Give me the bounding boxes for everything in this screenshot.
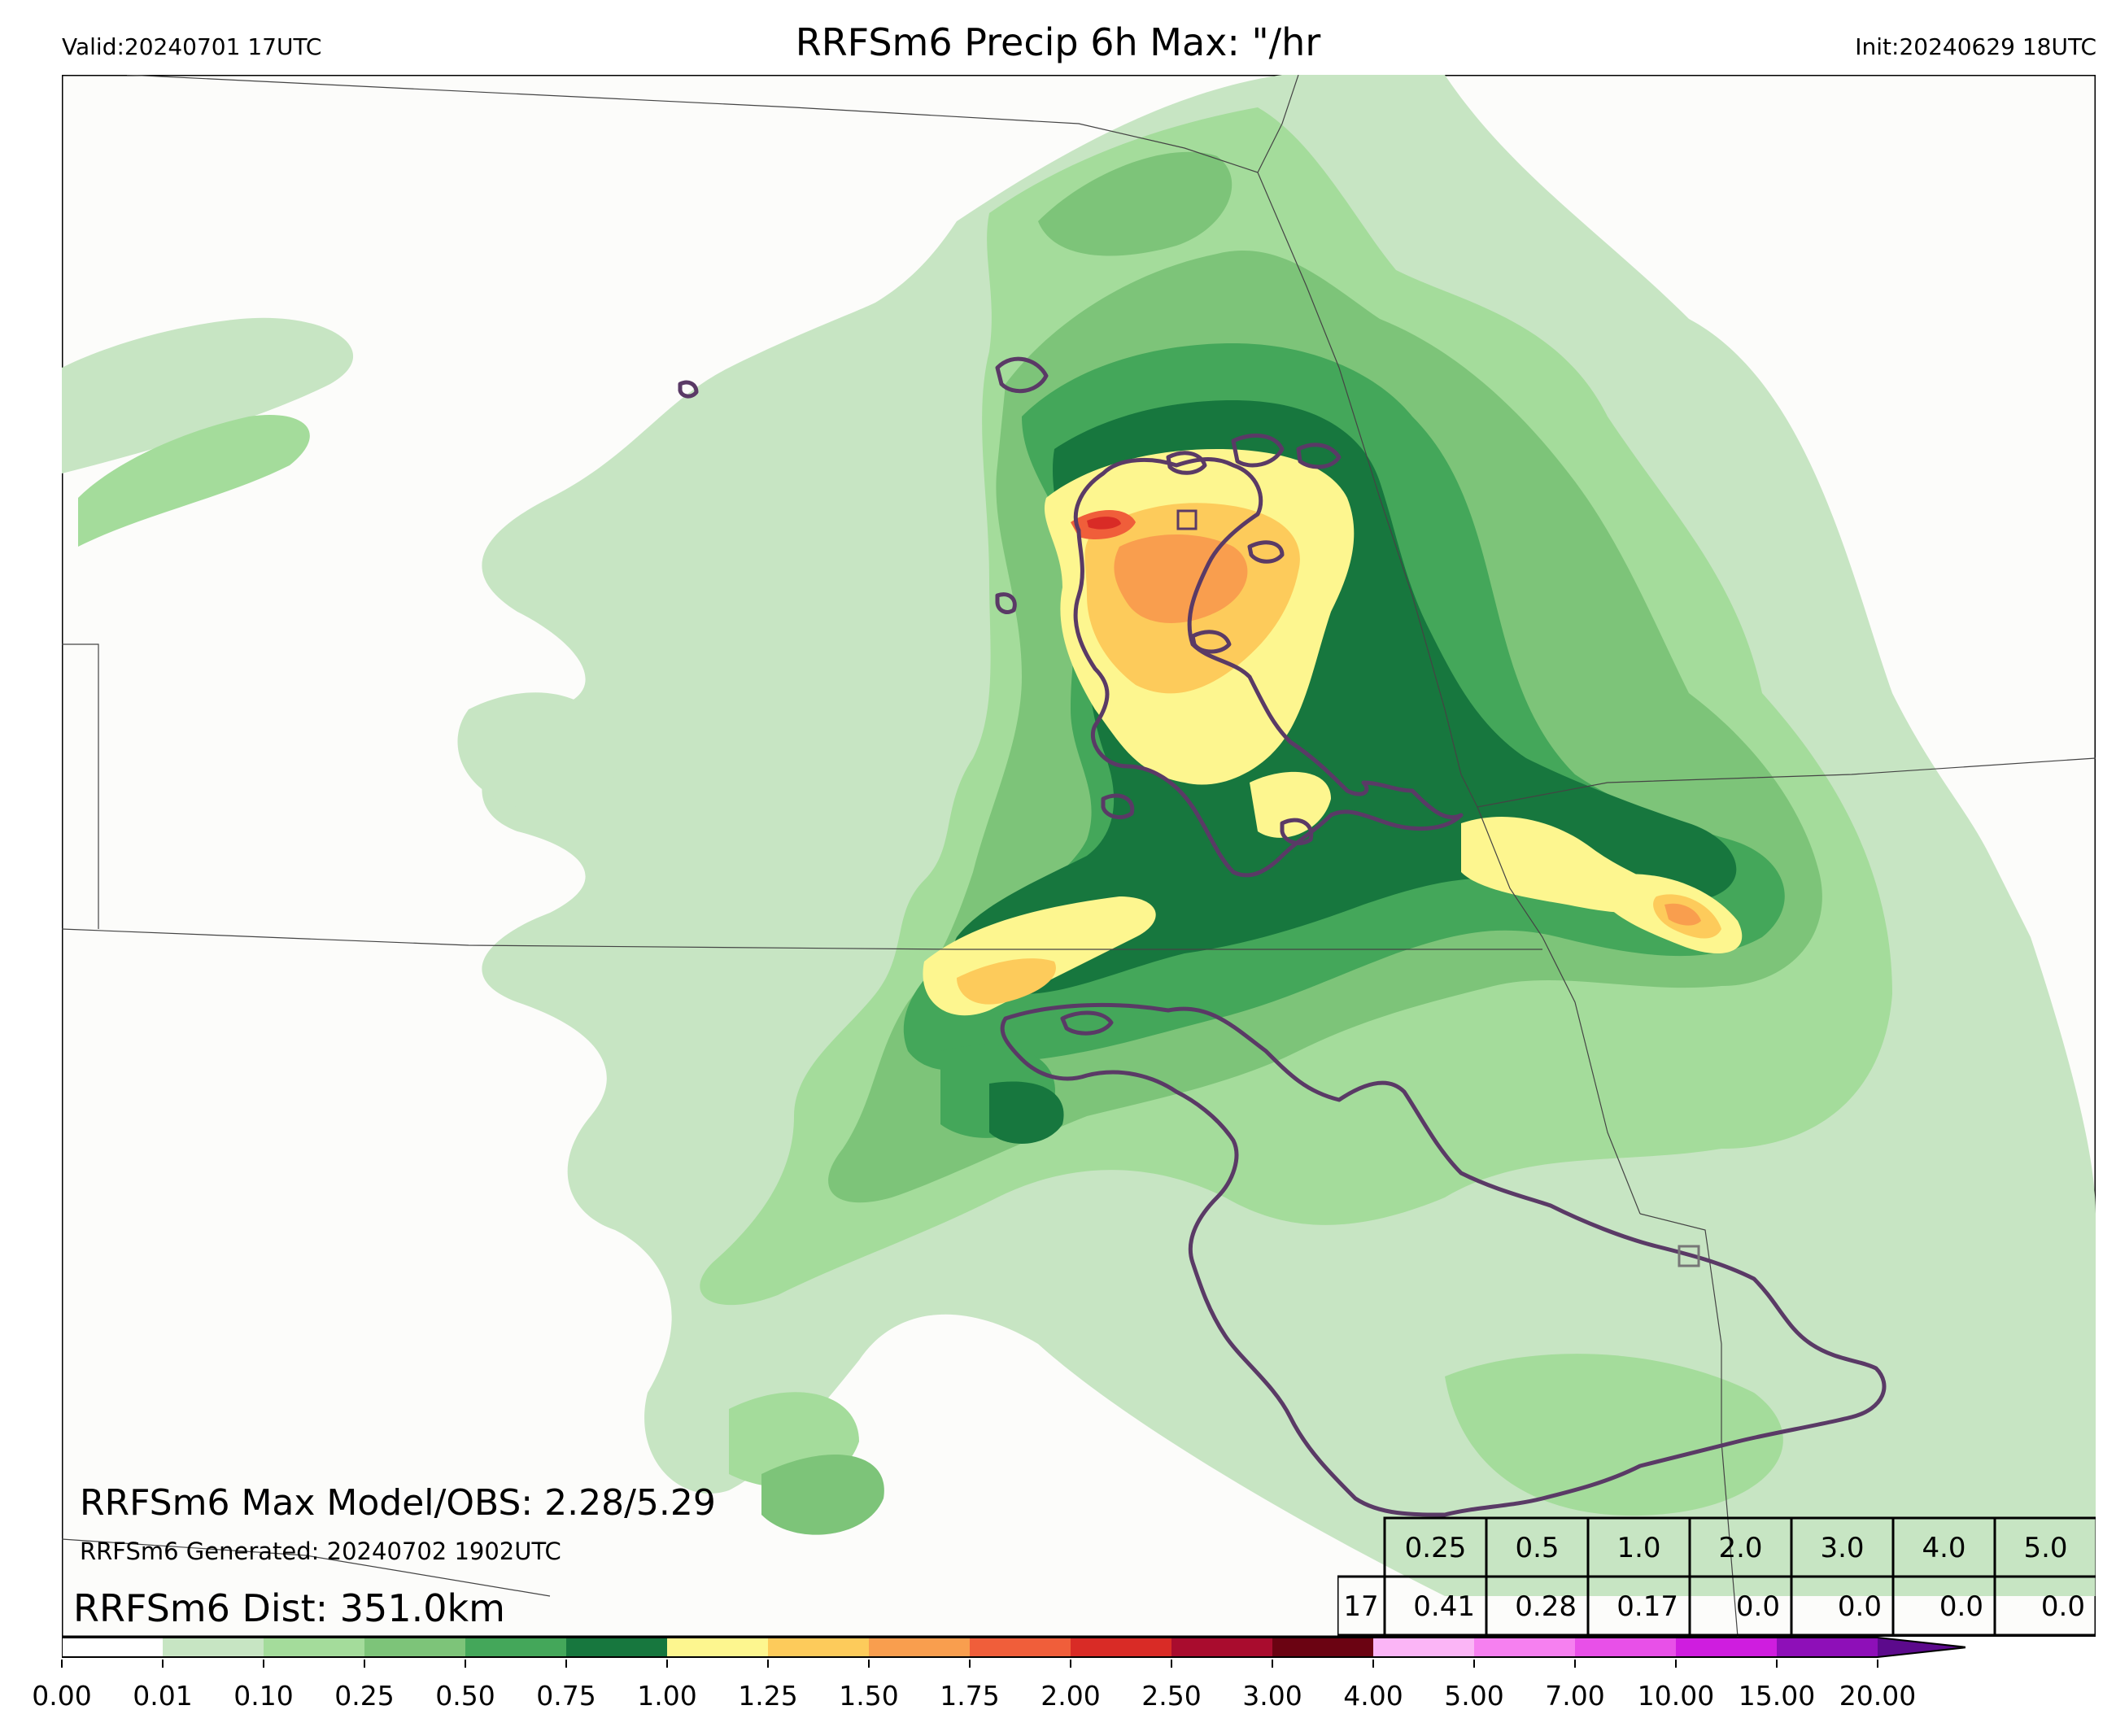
- colorbar-box-3: [364, 1638, 465, 1657]
- colorbar-box-17: [1777, 1638, 1878, 1657]
- colorbar-box-5: [566, 1638, 667, 1657]
- colorbar-box-4: [465, 1638, 566, 1657]
- colorbar-box-12: [1272, 1638, 1373, 1657]
- colorbar-tick-14: 5.00: [1444, 1680, 1503, 1712]
- colorbar-tick-0: 0.00: [32, 1680, 91, 1712]
- init-time-label: Init:20240629 18UTC: [1855, 33, 2096, 60]
- stats-value-1: 0.28: [1515, 1590, 1577, 1623]
- precip-2.00-layer: [1087, 517, 1121, 530]
- stats-value-4: 0.0: [1838, 1590, 1882, 1623]
- distance-label: RRFSm6 Dist: 351.0km: [73, 1586, 505, 1630]
- colorbar-box-9: [970, 1638, 1071, 1657]
- colorbar-tick-5: 0.75: [536, 1680, 596, 1712]
- stats-threshold-1: 0.5: [1515, 1532, 1559, 1564]
- colorbar-tick-8: 1.50: [839, 1680, 898, 1712]
- stats-threshold-6: 5.0: [2023, 1532, 2067, 1564]
- colorbar-tick-7: 1.25: [738, 1680, 797, 1712]
- colorbar-tick-labels: 0.00 0.01 0.10 0.25 0.50 0.75 1.00 1.25 1.50 1.75…: [32, 1660, 1916, 1712]
- colorbar-box-10: [1071, 1638, 1171, 1657]
- stats-table-grid: [1337, 1516, 2096, 1637]
- colorbar-box-0: [62, 1638, 163, 1657]
- precip-map: [62, 75, 2096, 1637]
- stats-threshold-2: 1.0: [1616, 1532, 1660, 1564]
- colorbar-tick-13: 4.00: [1343, 1680, 1403, 1712]
- colorbar-box-13: [1373, 1638, 1474, 1657]
- station-markers: [1176, 509, 1700, 1267]
- colorbar-tick-10: 2.00: [1041, 1680, 1100, 1712]
- colorbar-tick-18: 20.00: [1839, 1680, 1916, 1712]
- colorbar-box-6: [667, 1638, 768, 1657]
- stats-row-label: 17: [1343, 1590, 1378, 1623]
- colorbar-tick-12: 3.00: [1242, 1680, 1302, 1712]
- colorbar-tick-4: 0.50: [435, 1680, 495, 1712]
- colorbar-tick-6: 1.00: [637, 1680, 696, 1712]
- colorbar-box-11: [1171, 1638, 1272, 1657]
- colorbar-tick-15: 7.00: [1545, 1680, 1604, 1712]
- colorbar-box-7: [768, 1638, 869, 1657]
- colorbar: [62, 1637, 1965, 1658]
- colorbar-box-15: [1575, 1638, 1676, 1657]
- stats-threshold-5: 4.0: [1922, 1532, 1965, 1564]
- colorbar-tick-3: 0.25: [334, 1680, 394, 1712]
- colorbar-box-16: [1676, 1638, 1777, 1657]
- stats-value-2: 0.17: [1616, 1590, 1678, 1623]
- colorbar-box-2: [264, 1638, 364, 1657]
- stats-value-5: 0.0: [1939, 1590, 1983, 1623]
- stats-value-3: 0.0: [1736, 1590, 1780, 1623]
- stats-value-0: 0.41: [1413, 1590, 1475, 1623]
- colorbar-tick-9: 1.75: [940, 1680, 999, 1712]
- colorbar-tick-17: 15.00: [1739, 1680, 1815, 1712]
- colorbar-tick-1: 0.01: [133, 1680, 192, 1712]
- colorbar-tick-11: 2.50: [1141, 1680, 1201, 1712]
- colorbar-box-14: [1474, 1638, 1575, 1657]
- colorbar-box-8: [869, 1638, 970, 1657]
- colorbar-extend-arrow: [1878, 1638, 1965, 1657]
- generated-time-label: RRFSm6 Generated: 20240702 1902UTC: [80, 1538, 561, 1565]
- max-model-obs-label: RRFSm6 Max Model/OBS: 2.28/5.29: [80, 1482, 716, 1524]
- observed-outline: [678, 356, 1887, 1517]
- colorbar-tick-2: 0.10: [233, 1680, 293, 1712]
- colorbar-tick-16: 10.00: [1638, 1680, 1714, 1712]
- stats-table: 0.25 0.5 1.0 2.0 3.0 4.0 5.0 17 0.41 0.28 0.17 0.0 0…: [1337, 1516, 2096, 1637]
- state-borders: [62, 75, 2096, 1637]
- stats-value-6: 0.0: [2041, 1590, 2085, 1623]
- stats-threshold-3: 2.0: [1718, 1532, 1762, 1564]
- stats-threshold-0: 0.25: [1405, 1532, 1467, 1564]
- valid-time-label: Valid:20240701 17UTC: [62, 33, 322, 60]
- stats-threshold-4: 3.0: [1820, 1532, 1864, 1564]
- chart-title: RRFSm6 Precip 6h Max: "/hr: [795, 20, 1321, 64]
- colorbar-box-1: [163, 1638, 264, 1657]
